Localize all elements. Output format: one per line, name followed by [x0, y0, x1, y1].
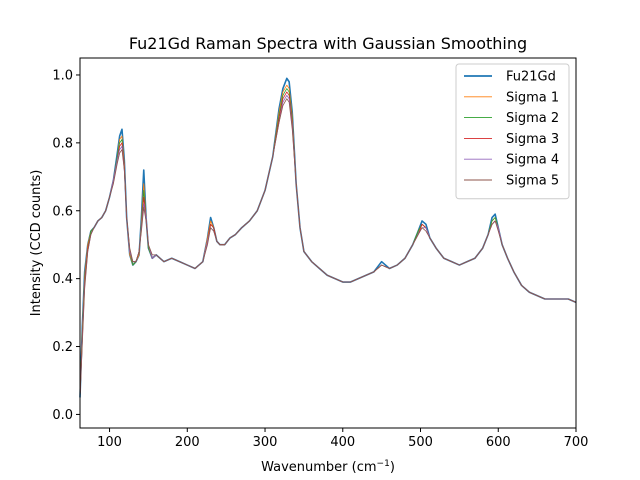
x-tick-label: 600: [486, 435, 511, 450]
y-axis: 0.0 0.2 0.4 0.6 0.8 1.0: [52, 68, 80, 423]
legend-entry-label: Sigma 4: [506, 153, 559, 168]
x-axis-label-superscript: −1: [377, 459, 390, 469]
y-tick-label: 1.0: [52, 68, 73, 83]
y-tick-label: 0.4: [52, 272, 73, 287]
y-tick-label: 0.2: [52, 340, 73, 355]
series-group: [79, 77, 577, 398]
legend-entry-label: Fu21Gd: [506, 70, 556, 85]
y-tick-label: 0.0: [52, 408, 73, 423]
series-line-sigma-5: [79, 98, 577, 398]
y-tick-label: 0.6: [52, 204, 73, 219]
x-axis-label-text: Wavenumber (cm: [261, 460, 376, 475]
x-tick-label: 500: [408, 435, 433, 450]
x-axis: 100 200 300 400 500 600 700: [97, 428, 588, 450]
legend-box: [455, 63, 570, 200]
legend-entry-label: Sigma 5: [506, 174, 559, 189]
legend-entry-label: Sigma 2: [506, 111, 559, 126]
x-tick-label: 200: [175, 435, 200, 450]
x-tick-label: 700: [564, 435, 589, 450]
x-tick-label: 100: [97, 435, 122, 450]
x-axis-label: Wavenumber (cm−1): [261, 459, 395, 475]
x-axis-label-close: ): [390, 460, 395, 475]
x-tick-label: 400: [330, 435, 355, 450]
x-tick-label: 300: [253, 435, 278, 450]
y-axis-label: Intensity (CCD counts): [29, 170, 44, 317]
plot-area: [79, 57, 577, 429]
legend-entry-label: Sigma 1: [506, 90, 559, 105]
axes-frame: [79, 57, 577, 429]
chart-title: Fu21Gd Raman Spectra with Gaussian Smoot…: [129, 34, 527, 53]
legend-entry-label: Sigma 3: [506, 132, 559, 147]
y-tick-label: 0.8: [52, 136, 73, 151]
legend: Fu21Gd Sigma 1 Sigma 2 Sigma 3 Sigma 4 Sigma …: [455, 63, 570, 200]
